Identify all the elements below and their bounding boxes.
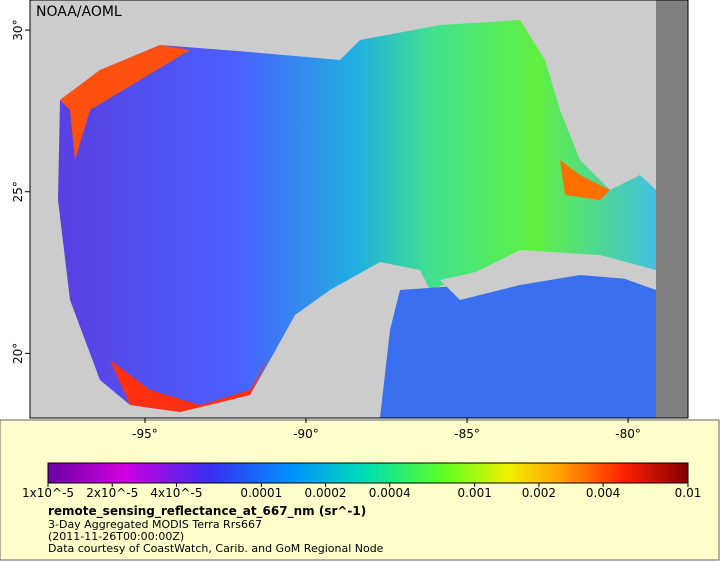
colorbar-label: 0.001 [457,486,491,500]
caption-title: remote_sensing_reflectance_at_667_nm (sr… [48,504,366,519]
coastal-high [560,160,610,200]
caribbean-water [380,270,656,418]
gulf-water [58,20,656,412]
x-tick-label: -85° [454,427,480,441]
colorbar-label: 0.01 [675,486,702,500]
cuba [440,258,656,300]
x-tick-label: -95° [132,427,158,441]
caption-line: (2011-11-26T00:00:00Z) [48,530,184,543]
colorbar-label: 4x10^-5 [150,486,202,500]
caption-line: 3-Day Aggregated MODIS Terra Rrs667 [48,518,262,531]
colorbar-label: 1x10^-5 [22,486,74,500]
x-tick-label: -80° [615,427,641,441]
colorbar-label: 0.0004 [369,486,411,500]
x-tick-label: -90° [293,427,319,441]
no-data [656,0,688,418]
y-tick-label: 20° [11,343,25,364]
colorbar-label: 2x10^-5 [86,486,138,500]
legend-panel [0,419,720,561]
map: NOAA/AOML [29,0,689,419]
colorbar [47,462,689,484]
coastal-high [110,355,270,412]
coastal-high [60,45,190,160]
watermark: NOAA/AOML [36,4,122,20]
colorbar-label: 0.004 [586,486,620,500]
colorbar-label: 0.002 [522,486,556,500]
colorbar-label: 0.0002 [305,486,347,500]
caption-line: Data courtesy of CoastWatch, Carib. and … [48,542,384,555]
y-tick-label: 25° [11,181,25,202]
y-tick-label: 30° [11,19,25,40]
colorbar-label: 0.0001 [240,486,282,500]
map-frame [29,0,689,419]
